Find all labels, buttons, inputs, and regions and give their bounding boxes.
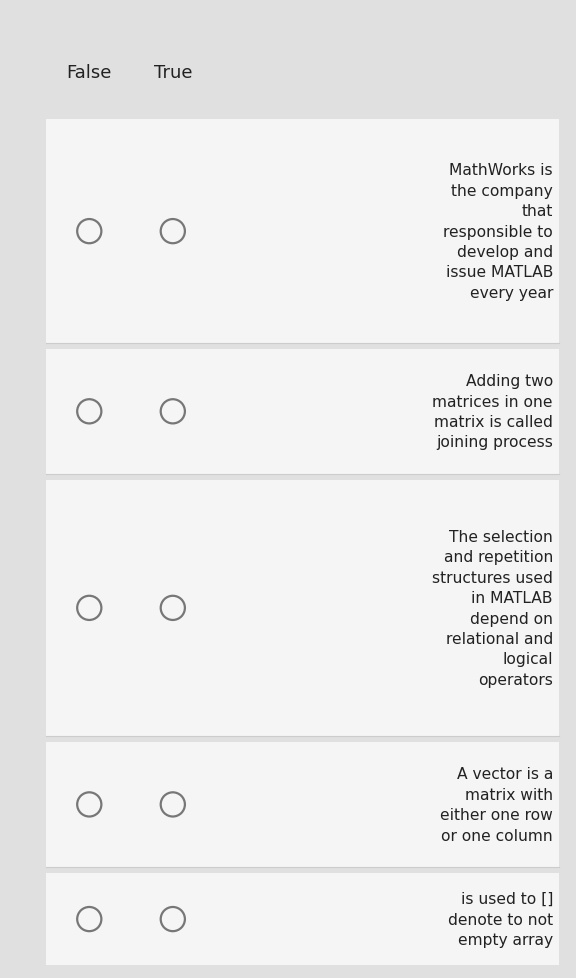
Bar [46, 120, 559, 343]
Text: True: True [154, 64, 192, 81]
Text: is used to []
denote to not
empty array: is used to [] denote to not empty array [448, 891, 553, 947]
Bar [46, 873, 559, 965]
Bar [46, 742, 559, 867]
Text: The selection
and repetition
structures used
in MATLAB
depend on
relational and
: The selection and repetition structures … [432, 529, 553, 688]
Text: Adding two
matrices in one
matrix is called
joining process: Adding two matrices in one matrix is cal… [433, 374, 553, 450]
Text: False: False [67, 64, 112, 81]
Text: A vector is a
matrix with
either one row
or one column: A vector is a matrix with either one row… [440, 767, 553, 843]
Text: MathWorks is
the company
that
responsible to
develop and
issue MATLAB
every year: MathWorks is the company that responsibl… [443, 163, 553, 300]
Bar [46, 349, 559, 474]
Bar [46, 480, 559, 736]
